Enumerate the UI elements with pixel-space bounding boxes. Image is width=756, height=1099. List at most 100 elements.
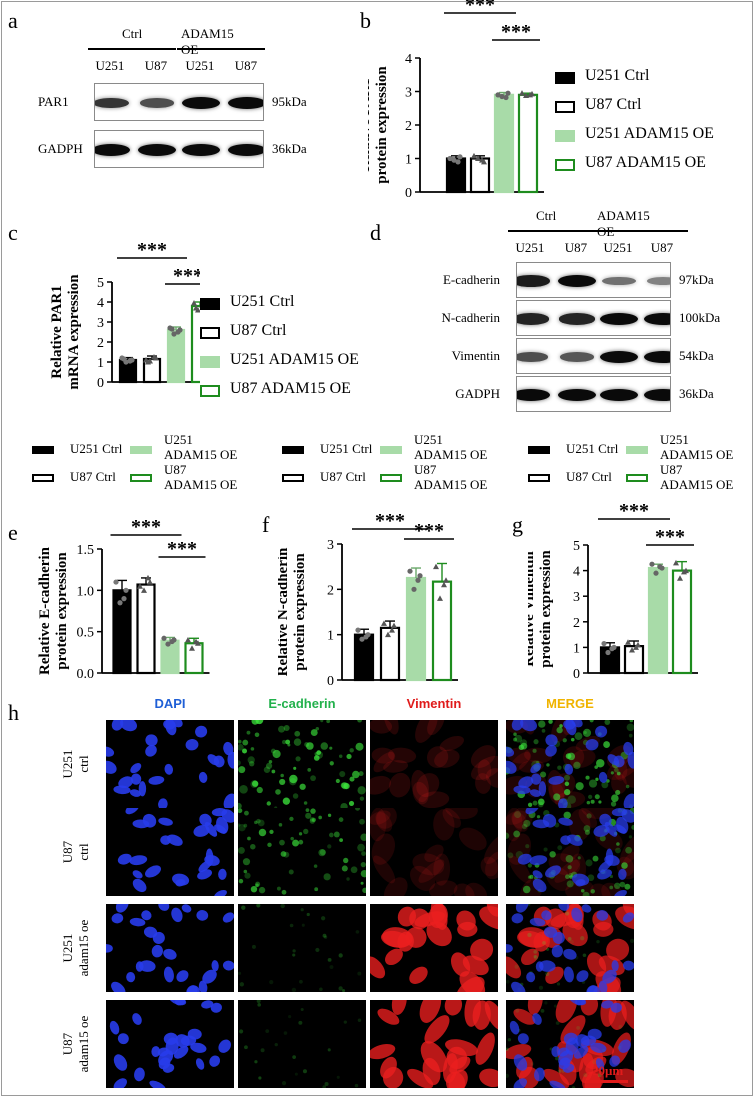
- y-axis-label-line: protein expression: [538, 550, 554, 668]
- nucleus: [525, 808, 540, 815]
- nucleus: [506, 944, 513, 953]
- green-signal: [341, 782, 349, 790]
- nucleus: [598, 980, 608, 992]
- green-signal: [238, 760, 241, 766]
- nucleus: [190, 1042, 207, 1053]
- data-point: [171, 331, 177, 337]
- if-image-vimentin: [370, 808, 498, 896]
- red-signal: [389, 772, 411, 798]
- legend-label: U87: [164, 462, 187, 477]
- green-signal: [327, 1048, 331, 1052]
- green-signal: [327, 957, 332, 962]
- green-signal: [583, 1073, 588, 1078]
- data-point: [145, 359, 151, 365]
- red-signal: [620, 1000, 634, 1031]
- nucleus: [175, 1034, 190, 1048]
- nucleus: [117, 1033, 129, 1045]
- nucleus: [113, 1054, 128, 1071]
- green-signal: [263, 766, 271, 774]
- green-signal: [238, 823, 246, 832]
- blot-lane-label: U87: [144, 58, 168, 73]
- blot-lane-label: U251: [515, 240, 545, 255]
- green-signal: [583, 825, 591, 832]
- blot-kda: 97kDa: [679, 272, 714, 287]
- y-tick-label: 0: [97, 376, 104, 391]
- green-signal: [318, 815, 322, 820]
- nucleus: [145, 744, 157, 757]
- red-signal: [485, 851, 498, 880]
- blot-band: [558, 389, 596, 401]
- nucleus: [563, 720, 576, 730]
- blot-band: [95, 97, 129, 109]
- significance-label: ***: [619, 500, 649, 522]
- nucleus: [201, 1000, 214, 1009]
- red-signal: [511, 812, 529, 832]
- data-point: [137, 583, 143, 589]
- blot-row-label: GADPH: [455, 386, 500, 401]
- red-signal: [383, 877, 408, 896]
- green-signal: [311, 817, 317, 822]
- blot-band: [600, 351, 638, 363]
- nucleus: [614, 824, 627, 834]
- green-signal: [255, 883, 259, 888]
- if-image-vimentin: [370, 904, 498, 992]
- green-signal: [514, 734, 523, 743]
- green-signal: [513, 830, 521, 838]
- data-point: [605, 649, 611, 656]
- red-signal: [416, 773, 440, 797]
- green-signal: [614, 882, 621, 890]
- nucleus: [134, 1067, 145, 1082]
- green-signal: [303, 801, 308, 805]
- green-signal: [619, 881, 626, 888]
- data-point: [359, 636, 365, 642]
- data-point: [653, 570, 659, 576]
- nucleus: [532, 1013, 542, 1025]
- blot-kda: 36kDa: [272, 141, 307, 156]
- green-signal: [538, 720, 546, 728]
- green-signal: [359, 796, 365, 801]
- blot-group-oe: ADAM15 OE: [597, 208, 650, 239]
- if-column-label-e-cadherin: E-cadherin: [268, 696, 336, 711]
- nucleus: [164, 763, 174, 775]
- green-signal: [336, 1075, 340, 1079]
- nucleus: [222, 912, 234, 923]
- bar: [353, 633, 375, 682]
- data-point: [451, 157, 457, 163]
- green-signal: [362, 887, 366, 894]
- red-signal: [370, 810, 391, 825]
- red-signal: [391, 1000, 407, 1015]
- green-signal: [530, 1062, 535, 1066]
- red-signal: [448, 1069, 468, 1088]
- data-point: [633, 644, 639, 650]
- green-signal: [580, 888, 585, 893]
- green-signal: [292, 1055, 296, 1059]
- legend-label: U87 Ctrl: [566, 469, 612, 484]
- nucleus: [585, 739, 599, 751]
- green-signal: [536, 815, 541, 819]
- bar: [379, 626, 401, 682]
- green-signal: [585, 775, 590, 780]
- red-signal: [485, 768, 498, 788]
- blot-group-oe: ADAM15 OE: [181, 26, 234, 57]
- green-signal: [338, 817, 344, 822]
- nucleus: [576, 970, 589, 982]
- nucleus: [622, 912, 634, 923]
- red-signal: [418, 859, 445, 883]
- data-point: [601, 640, 607, 647]
- data-point: [141, 587, 147, 593]
- green-signal: [566, 880, 574, 888]
- y-tick-label: 4: [573, 565, 580, 580]
- green-signal: [533, 955, 539, 960]
- legend-label: U87 ADAM15 OE: [585, 154, 706, 171]
- green-signal: [339, 838, 343, 842]
- nucleus: [106, 760, 117, 774]
- data-point: [657, 564, 663, 570]
- data-point: [193, 638, 199, 645]
- green-signal: [582, 728, 592, 737]
- chart-f: 0 1 2 3 Relative N-cadherin protein expressio…: [278, 510, 458, 689]
- if-row-label: U87 adam15 oe: [60, 996, 92, 1092]
- nucleus: [195, 1058, 205, 1070]
- green-signal: [341, 865, 348, 872]
- green-signal: [338, 754, 343, 759]
